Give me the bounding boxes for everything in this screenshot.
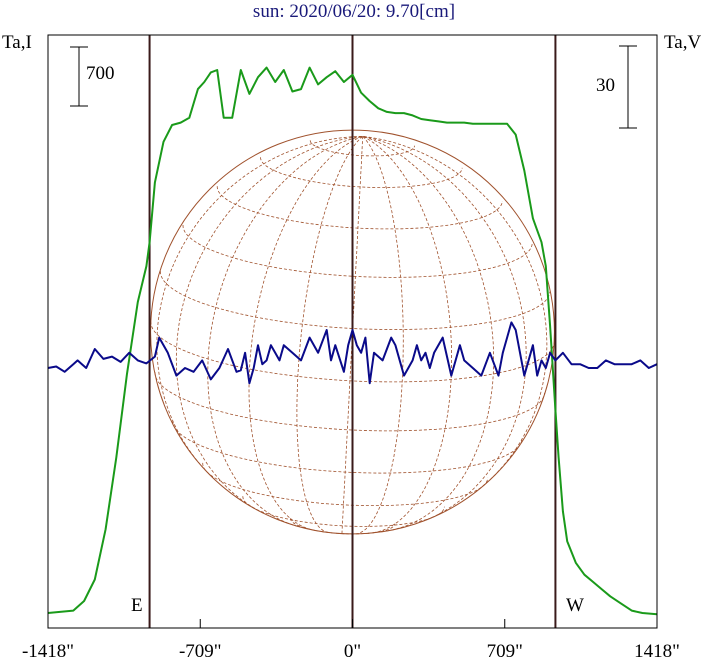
longitude-line (248, 135, 363, 531)
longitude-line (156, 135, 363, 480)
longitude-line (362, 135, 494, 532)
right-axis-label: Ta,V (664, 32, 702, 53)
right-scale-label: 30 (596, 75, 615, 96)
latitude-line (202, 462, 489, 506)
chart-title: sun: 2020/06/20: 9.70[cm] (252, 1, 456, 22)
latitude-line (150, 321, 555, 383)
longitude-line (207, 135, 363, 527)
x-tick-label: 709" (487, 641, 523, 662)
x-tick-label: -709" (179, 641, 222, 662)
latitude-line (154, 372, 545, 432)
series-layer (47, 35, 658, 628)
longitude-line (296, 136, 364, 533)
x-tick-label: 1418" (634, 641, 680, 662)
longitude-line (355, 136, 404, 535)
x-tick-label: -1418" (22, 641, 74, 662)
left-scale-label: 700 (86, 63, 115, 84)
intensity-series-line (47, 66, 658, 616)
solar-disk (150, 129, 555, 535)
plot-frame: -1418" -709" 0" 709" 1418" (22, 34, 680, 662)
longitude-line (362, 135, 453, 534)
longitude-line (362, 135, 527, 522)
east-label: E (131, 595, 143, 616)
x-tick-label: 0" (344, 641, 361, 662)
left-axis-label: Ta,I (2, 32, 32, 53)
longitude-line (362, 135, 548, 494)
polarization-series-line (47, 321, 658, 385)
longitude-line (175, 135, 363, 514)
west-label: W (566, 595, 584, 616)
latitude-line (160, 271, 551, 331)
